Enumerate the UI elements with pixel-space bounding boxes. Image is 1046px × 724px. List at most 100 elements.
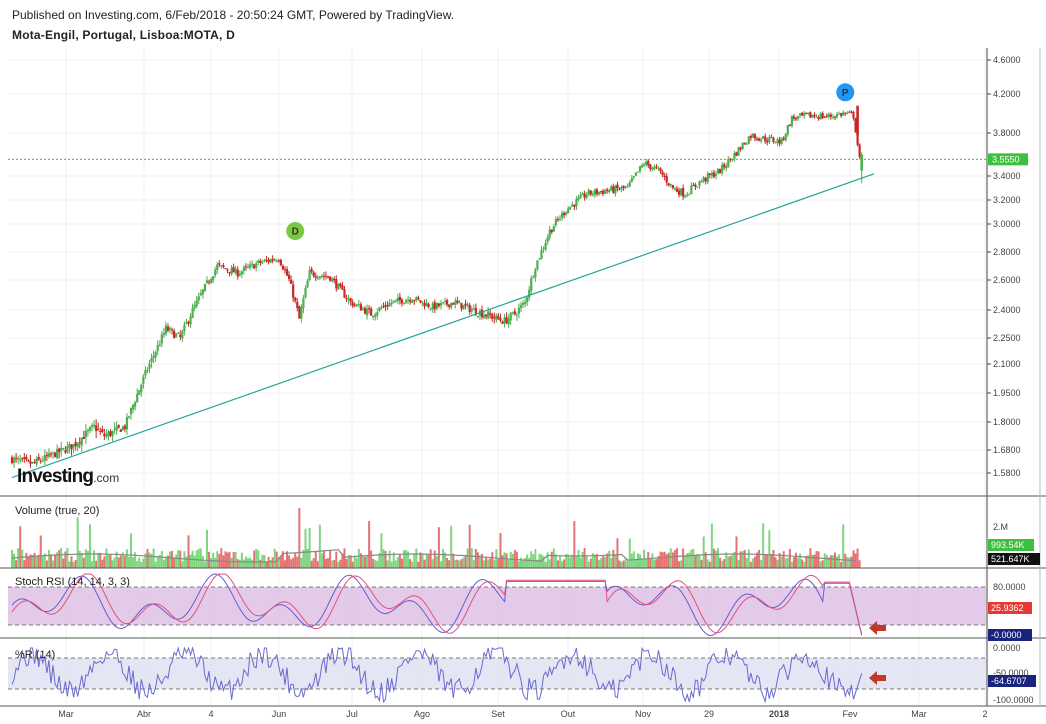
candle-body bbox=[825, 116, 828, 118]
volume-bar bbox=[708, 561, 711, 568]
candle-body bbox=[601, 190, 605, 194]
candle-body bbox=[376, 312, 379, 316]
volume-bar bbox=[17, 548, 20, 568]
volume-bar bbox=[394, 560, 397, 568]
volume-bar bbox=[733, 551, 736, 568]
candle-body bbox=[528, 289, 531, 298]
candle-body bbox=[493, 317, 496, 319]
candle-body bbox=[37, 456, 40, 460]
volume-label: Volume (true, 20) bbox=[15, 505, 99, 517]
candle-body bbox=[177, 332, 180, 334]
candle-body bbox=[51, 452, 55, 454]
candle-body bbox=[173, 330, 176, 339]
volume-bar bbox=[519, 557, 522, 568]
candle-body bbox=[727, 159, 730, 167]
volume-bar bbox=[680, 560, 683, 568]
volume-bar bbox=[331, 560, 334, 568]
volume-bar bbox=[337, 561, 340, 568]
volume-bar bbox=[171, 550, 174, 568]
candle-body bbox=[700, 181, 703, 183]
candle-body bbox=[263, 259, 266, 262]
date-tick-label: Ago bbox=[414, 709, 430, 719]
candle-body bbox=[796, 115, 800, 119]
volume-bar bbox=[78, 550, 81, 568]
volume-bar bbox=[702, 536, 705, 568]
candle-body bbox=[665, 176, 668, 183]
volume-bar bbox=[314, 551, 317, 568]
volume-bar bbox=[530, 551, 533, 568]
volume-bar bbox=[88, 524, 91, 568]
volume-bar bbox=[210, 557, 213, 568]
candle-body bbox=[74, 442, 77, 446]
candle-body bbox=[86, 430, 90, 432]
candle-body bbox=[690, 185, 693, 195]
volume-bar bbox=[727, 556, 730, 568]
volume-bar bbox=[552, 548, 555, 568]
price-tick-label: 1.6800 bbox=[993, 445, 1021, 455]
volume-bar bbox=[628, 538, 631, 568]
volume-bar bbox=[183, 551, 186, 568]
candle-body bbox=[480, 309, 484, 318]
candle-body bbox=[718, 168, 722, 174]
candle-body bbox=[386, 305, 389, 307]
candle-body bbox=[714, 174, 718, 177]
candle-body bbox=[25, 456, 28, 460]
volume-bar bbox=[801, 559, 804, 568]
volume-bar bbox=[690, 549, 693, 568]
volume-bar bbox=[536, 559, 539, 568]
candle-body bbox=[380, 307, 383, 309]
volume-bar bbox=[97, 552, 100, 568]
candle-body bbox=[741, 143, 744, 150]
volume-bar bbox=[35, 555, 38, 568]
candle-body bbox=[591, 194, 594, 196]
candle-body bbox=[807, 112, 810, 115]
candle-body bbox=[546, 237, 549, 242]
candle-body bbox=[679, 188, 683, 196]
candle-body bbox=[735, 152, 738, 156]
stoch-band bbox=[8, 587, 986, 625]
candle-body bbox=[136, 394, 139, 403]
volume-bar bbox=[799, 553, 802, 568]
volume-bar bbox=[294, 553, 297, 568]
candle-body bbox=[70, 444, 73, 450]
volume-bar bbox=[164, 557, 167, 568]
stoch-d-value: 25.9362 bbox=[991, 603, 1024, 613]
candle-body bbox=[552, 226, 555, 232]
volume-bar bbox=[269, 559, 272, 568]
candle-body bbox=[212, 276, 215, 281]
candle-body bbox=[608, 190, 611, 192]
candle-body bbox=[554, 219, 557, 226]
volume-bar bbox=[460, 559, 463, 568]
candle-body bbox=[858, 144, 861, 157]
volume-bar bbox=[819, 561, 822, 568]
volume-bar bbox=[306, 548, 309, 568]
candle-body bbox=[604, 190, 607, 194]
candle-body bbox=[452, 302, 455, 305]
candle-body bbox=[302, 298, 305, 309]
candle-body bbox=[76, 443, 79, 448]
candle-body bbox=[684, 196, 687, 198]
volume-bar bbox=[417, 561, 420, 568]
volume-bar bbox=[591, 553, 594, 568]
candle-body bbox=[450, 303, 453, 308]
candle-body bbox=[203, 284, 207, 291]
candle-body bbox=[205, 280, 209, 283]
volume-bar bbox=[162, 559, 165, 568]
volume-bar bbox=[684, 555, 687, 568]
candle-body bbox=[823, 116, 826, 118]
volume-bar bbox=[37, 554, 40, 568]
price-tick-label: 2.8000 bbox=[993, 247, 1021, 257]
candle-body bbox=[526, 297, 529, 303]
volume-bar bbox=[858, 560, 861, 568]
candle-body bbox=[152, 355, 155, 359]
candle-body bbox=[417, 297, 420, 300]
candle-body bbox=[425, 302, 428, 307]
volume-bar bbox=[357, 549, 360, 568]
volume-bar bbox=[275, 551, 278, 568]
date-tick-label: Fev bbox=[842, 709, 858, 719]
volume-bar bbox=[205, 530, 208, 568]
candle-body bbox=[573, 204, 576, 207]
candle-body bbox=[571, 204, 574, 207]
volume-bar bbox=[150, 554, 153, 568]
volume-bar bbox=[811, 554, 814, 568]
